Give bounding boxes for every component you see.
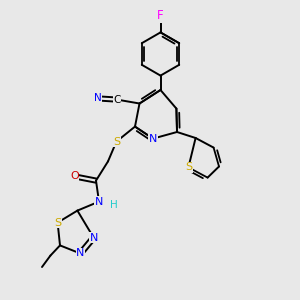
Text: S: S — [54, 218, 61, 228]
Text: F: F — [157, 9, 164, 22]
Text: S: S — [113, 136, 120, 147]
Text: O: O — [70, 171, 79, 182]
Text: N: N — [89, 232, 98, 243]
Text: S: S — [185, 162, 192, 172]
Text: H: H — [110, 200, 117, 210]
Text: N: N — [149, 134, 157, 144]
Text: N: N — [94, 93, 101, 103]
Text: N: N — [76, 248, 85, 259]
Text: C: C — [113, 94, 121, 105]
Text: N: N — [95, 196, 103, 207]
